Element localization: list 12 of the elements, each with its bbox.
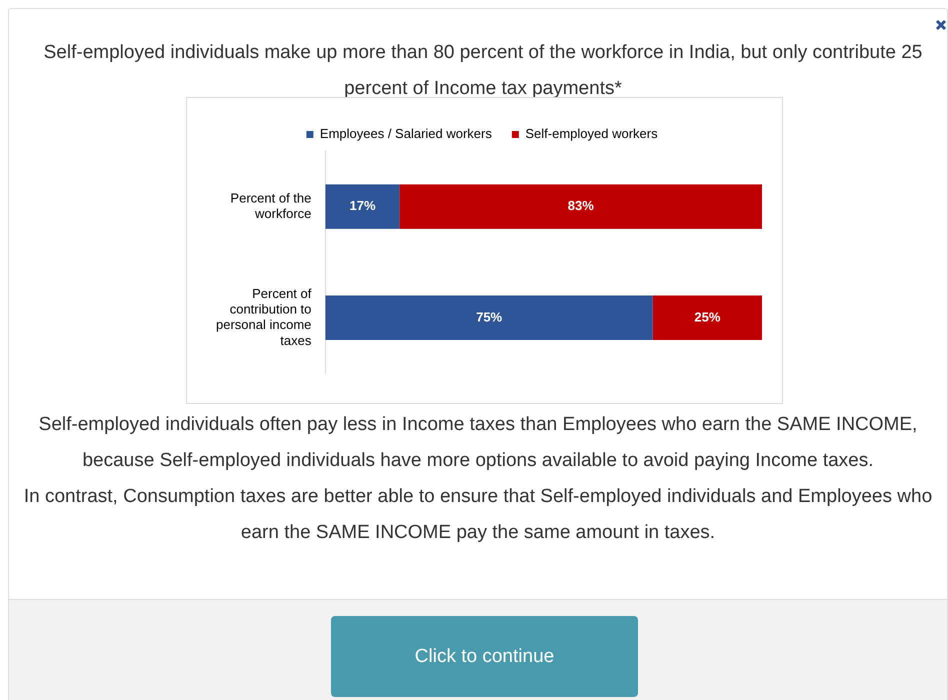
legend-label: Employees / Salaried workers xyxy=(320,126,492,142)
chart-title: Self-employed individuals make up more than 80 percent of the workforce in India, but only contribute 25 percent of Income tax payments* xyxy=(42,41,924,101)
data-label: 75% xyxy=(476,309,503,324)
data-label: 25% xyxy=(694,309,721,324)
data-label: 17% xyxy=(349,198,376,214)
data-label: 83% xyxy=(568,198,594,214)
y-tick-label: Percent of contribution to personal income taxes xyxy=(216,286,312,348)
legend-label: Self-employed workers xyxy=(525,126,658,142)
text: In contrast, Consumption taxes are better able to ensure that Self-employed individuals and Employees who earn the SAME INCOME pay the same amount in taxes. xyxy=(22,485,934,545)
y-tick-label: Percent of the workforce xyxy=(230,190,312,221)
text: Self-employed individuals often pay less in Income taxes than Employees who earn the SAME INCOME, because Self-employed individuals have more options available to avoid paying Income taxes. xyxy=(38,413,918,473)
continue-button[interactable]: Click to continue xyxy=(331,616,638,697)
